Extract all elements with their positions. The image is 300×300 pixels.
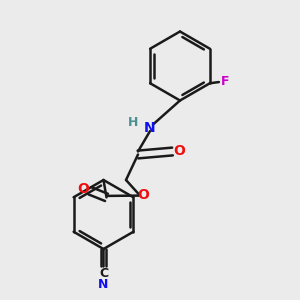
Text: C: C <box>99 267 108 280</box>
Text: O: O <box>77 182 89 196</box>
Text: O: O <box>137 188 149 202</box>
Text: N: N <box>144 121 156 134</box>
Text: H: H <box>128 116 138 130</box>
Text: O: O <box>173 144 185 158</box>
Text: N: N <box>98 278 109 290</box>
Text: F: F <box>220 75 229 88</box>
